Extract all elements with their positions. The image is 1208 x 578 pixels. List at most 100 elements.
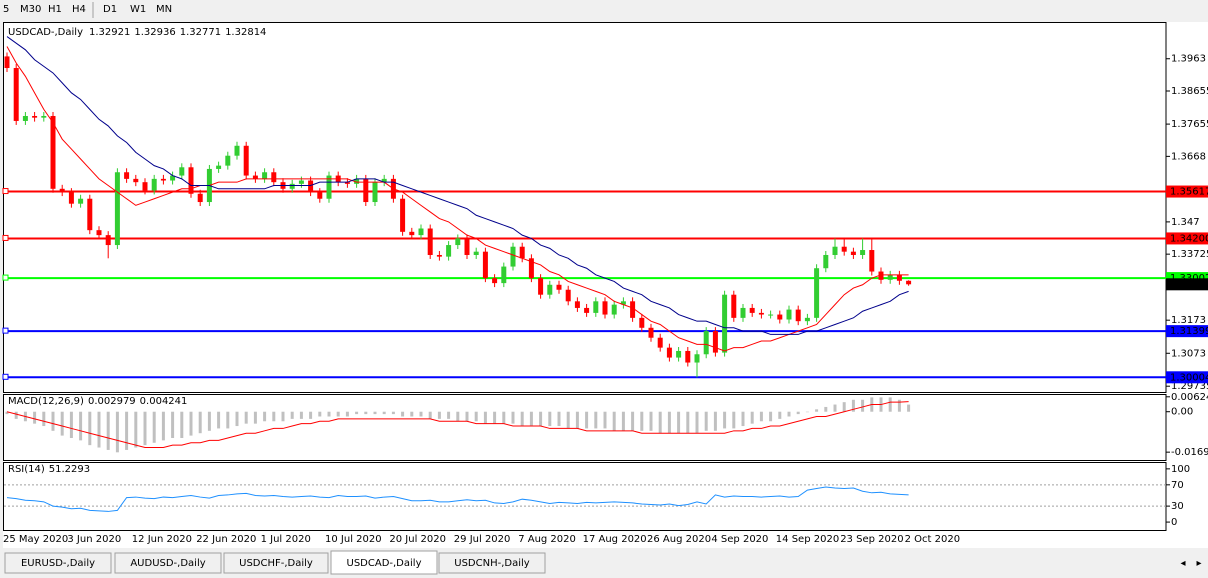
- x-tick-label: 25 May 2020: [3, 534, 68, 545]
- macd-bar: [621, 411, 625, 431]
- macd-title: MACD(12,26,9): [8, 396, 84, 407]
- macd-bar: [88, 411, 92, 446]
- last-open: 1.32921: [89, 27, 130, 38]
- level-price-label: 1.31399: [1170, 326, 1208, 337]
- macd-bar: [79, 411, 83, 441]
- candle-body: [860, 250, 866, 255]
- macd-bar: [548, 411, 552, 427]
- macd-bar: [502, 411, 506, 424]
- macd-bar: [778, 411, 782, 419]
- candle-body: [657, 337, 663, 348]
- candle-body: [124, 172, 130, 179]
- macd-bar: [161, 411, 165, 441]
- tab[interactable]: [223, 552, 329, 574]
- tab-label[interactable]: AUDUSD-,Daily: [130, 558, 205, 569]
- candle-body: [519, 246, 525, 259]
- tab[interactable]: [438, 552, 546, 574]
- timeframe-button[interactable]: D1: [103, 4, 117, 15]
- symbol: USDCAD-,Daily: [8, 27, 83, 38]
- y-tick-label: 1.38655: [1171, 86, 1208, 97]
- x-tick-label: 3 Jun 2020: [67, 534, 121, 545]
- macd-bar: [51, 411, 55, 431]
- tab-scroll-left[interactable]: ◂: [1180, 558, 1185, 569]
- y-tick-label: 0.00: [1171, 407, 1193, 418]
- macd-bar: [539, 411, 543, 427]
- macd-bar: [741, 411, 745, 427]
- y-tick-label: 100: [1171, 464, 1190, 475]
- candle-body: [547, 284, 553, 295]
- macd-bar: [14, 411, 18, 419]
- candle-body: [804, 317, 810, 322]
- macd-bar: [272, 411, 276, 422]
- timeframe-button[interactable]: MN: [156, 4, 172, 15]
- macd-bar: [897, 399, 901, 412]
- candle-body: [620, 301, 626, 305]
- macd-bar: [474, 411, 478, 422]
- candle-body: [869, 250, 875, 272]
- x-tick-label: 10 Jul 2020: [325, 534, 382, 545]
- candle-body: [630, 301, 636, 318]
- macd-bar: [410, 411, 414, 417]
- x-tick-label: 26 Aug 2020: [647, 534, 711, 545]
- candle-body: [611, 304, 617, 315]
- macd-bar: [677, 411, 681, 434]
- y-tick-label: 0.006245: [1171, 392, 1208, 403]
- timeframe-button[interactable]: H4: [72, 4, 86, 15]
- level-anchor: [2, 373, 9, 380]
- tab-label[interactable]: USDCHF-,Daily: [239, 558, 313, 569]
- tab-label[interactable]: USDCNH-,Daily: [454, 558, 530, 569]
- macd-bar: [483, 411, 487, 424]
- candle-body: [151, 178, 157, 191]
- level-anchor: [2, 188, 9, 195]
- y-tick-label: 1.29735: [1171, 381, 1208, 392]
- x-tick-label: 23 Sep 2020: [840, 534, 903, 545]
- x-tick-label: 2 Oct 2020: [905, 534, 960, 545]
- macd-bar: [557, 411, 561, 427]
- macd-bar: [658, 411, 662, 434]
- last-high: 1.32936: [134, 27, 175, 38]
- candle-body: [262, 172, 268, 179]
- macd-bar: [456, 411, 460, 422]
- y-tick-label: 1.3073: [1171, 348, 1206, 359]
- tab-label[interactable]: EURUSD-,Daily: [21, 558, 95, 569]
- candle-body: [814, 268, 820, 318]
- macd-bar: [428, 411, 432, 419]
- toolbar: [0, 0, 1208, 20]
- candle-body: [703, 331, 709, 355]
- macd-bar: [594, 411, 598, 429]
- candle-body: [372, 182, 378, 203]
- timeframe-button[interactable]: H1: [48, 4, 62, 15]
- tab-scroll-right[interactable]: ▸: [1196, 558, 1201, 569]
- macd-bar: [419, 411, 423, 417]
- candle-body: [87, 198, 93, 231]
- candle-body: [712, 331, 718, 353]
- macd-bar: [447, 411, 451, 419]
- macd-bar: [465, 411, 469, 422]
- candle-body: [326, 175, 332, 199]
- candle-body: [538, 278, 544, 295]
- macd-bar: [327, 411, 331, 417]
- macd-bar: [437, 411, 441, 419]
- candle-body: [565, 289, 571, 302]
- candle-body: [482, 251, 488, 279]
- candle-body: [464, 238, 470, 255]
- candle-body: [685, 350, 691, 363]
- candle-body: [13, 68, 19, 121]
- candle-body: [317, 192, 323, 199]
- candle-body: [96, 230, 102, 236]
- tab-label[interactable]: USDCAD-,Daily: [347, 558, 422, 569]
- timeframe-button[interactable]: M30: [20, 4, 41, 15]
- level-price-box: [1166, 325, 1208, 338]
- timeframe-button[interactable]: 5: [3, 4, 9, 15]
- y-tick-label: 0: [1171, 517, 1177, 528]
- tab[interactable]: [114, 552, 222, 574]
- timeframe-button[interactable]: W1: [130, 4, 146, 15]
- tab[interactable]: [4, 552, 112, 574]
- tab[interactable]: [330, 550, 438, 575]
- macd-bar: [750, 411, 754, 424]
- x-tick-label: 22 Jun 2020: [196, 534, 256, 545]
- candle-body: [298, 180, 304, 184]
- macd-bar: [198, 411, 202, 434]
- candle-body: [639, 317, 645, 328]
- macd-bar: [336, 411, 340, 417]
